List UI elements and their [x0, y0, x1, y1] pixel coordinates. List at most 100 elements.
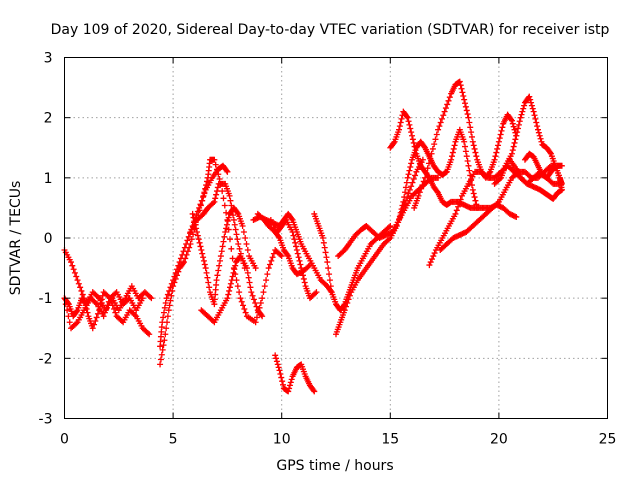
- data-point: [418, 185, 425, 192]
- data-point: [261, 283, 268, 290]
- data-point: [73, 320, 80, 327]
- data-point: [433, 131, 440, 138]
- data-point: [287, 379, 294, 386]
- data-point: [183, 251, 190, 258]
- data-point: [217, 253, 224, 260]
- data-point: [527, 96, 534, 103]
- data-point: [326, 277, 333, 284]
- data-point: [320, 239, 327, 246]
- data-point: [227, 236, 234, 243]
- data-point: [431, 141, 438, 148]
- data-point: [397, 119, 404, 126]
- data-point: [193, 228, 200, 235]
- data-point: [456, 78, 463, 85]
- data-point: [446, 94, 453, 101]
- data-point: [252, 319, 259, 326]
- data-point: [197, 202, 204, 209]
- data-point: [229, 273, 236, 280]
- x-tick-label: 15: [381, 432, 399, 448]
- data-point: [221, 233, 228, 240]
- data-point: [245, 274, 252, 281]
- data-point: [558, 186, 565, 193]
- data-point: [78, 287, 85, 294]
- data-point: [220, 195, 227, 202]
- data-point: [192, 221, 199, 228]
- data-point: [398, 115, 405, 122]
- data-point: [528, 102, 535, 109]
- data-point: [161, 304, 168, 311]
- data-point: [200, 257, 207, 264]
- data-point: [468, 129, 475, 136]
- data-point: [473, 201, 480, 208]
- data-point: [280, 381, 287, 388]
- data-point: [196, 207, 203, 214]
- data-point: [472, 197, 479, 204]
- y-tick-label: 2: [44, 111, 53, 127]
- data-point: [293, 243, 300, 250]
- data-point: [285, 388, 292, 395]
- data-point: [232, 262, 239, 269]
- data-point: [472, 149, 479, 156]
- data-point: [429, 145, 436, 152]
- data-point: [272, 352, 279, 359]
- data-point: [144, 330, 151, 337]
- data-point: [62, 301, 69, 308]
- data-point: [492, 153, 499, 160]
- data-point: [346, 292, 353, 299]
- data-point: [239, 255, 246, 262]
- data-point: [468, 133, 475, 140]
- data-point: [253, 303, 260, 310]
- data-point: [519, 108, 526, 115]
- data-point: [521, 102, 528, 109]
- data-point: [299, 272, 306, 279]
- data-point: [409, 132, 416, 139]
- data-point: [397, 209, 404, 216]
- data-point: [509, 147, 516, 154]
- data-point: [221, 202, 228, 209]
- data-point: [289, 228, 296, 235]
- data-point: [214, 272, 221, 279]
- data-point: [265, 265, 272, 272]
- series-arc-21: [491, 93, 565, 193]
- data-point: [212, 195, 219, 202]
- data-point: [268, 257, 275, 264]
- data-point: [342, 303, 349, 310]
- data-point: [322, 249, 329, 256]
- data-point: [427, 259, 434, 266]
- data-point: [464, 111, 471, 118]
- data-point: [164, 291, 171, 298]
- series-arc-6: [198, 253, 266, 326]
- data-point: [407, 125, 414, 132]
- series-arc-12: [272, 352, 318, 395]
- data-point: [211, 156, 218, 163]
- series-arc-23: [521, 150, 565, 187]
- data-point: [494, 200, 501, 207]
- data-point: [230, 269, 237, 276]
- data-point: [148, 295, 155, 302]
- data-point: [257, 299, 264, 306]
- data-point: [498, 127, 505, 134]
- data-point: [258, 312, 265, 319]
- data-point: [405, 118, 412, 125]
- data-point: [223, 221, 230, 228]
- series-arc-22: [506, 156, 565, 202]
- data-point: [206, 284, 213, 291]
- data-point: [266, 261, 273, 268]
- data-point: [157, 361, 164, 368]
- grid-lines: [64, 57, 608, 419]
- data-point: [407, 164, 414, 171]
- data-point: [101, 309, 108, 316]
- data-point: [520, 105, 527, 112]
- data-point: [269, 254, 276, 261]
- data-point: [228, 245, 235, 252]
- data-point: [456, 200, 463, 207]
- y-tick-label: -2: [39, 351, 53, 367]
- data-point: [295, 254, 302, 261]
- data-point: [448, 153, 455, 160]
- data-point: [228, 277, 235, 284]
- data-point: [385, 236, 392, 243]
- data-point: [422, 174, 429, 181]
- tick-labels: 0 5 10 15 20 25 -3 -2 -1 0 1 2 3: [39, 51, 617, 448]
- data-point: [229, 255, 236, 262]
- data-point: [510, 143, 517, 150]
